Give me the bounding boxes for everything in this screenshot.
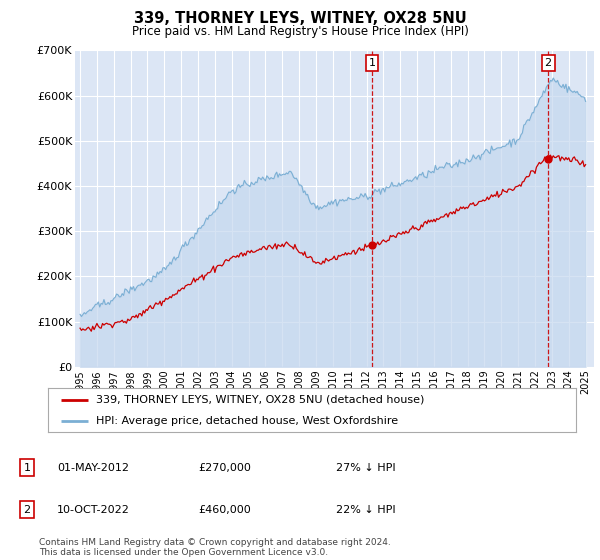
Text: £460,000: £460,000 <box>198 505 251 515</box>
Text: 10-OCT-2022: 10-OCT-2022 <box>57 505 130 515</box>
Text: 2: 2 <box>23 505 31 515</box>
Text: 27% ↓ HPI: 27% ↓ HPI <box>336 463 395 473</box>
Text: Price paid vs. HM Land Registry's House Price Index (HPI): Price paid vs. HM Land Registry's House … <box>131 25 469 38</box>
Text: 2: 2 <box>545 58 552 68</box>
Text: £270,000: £270,000 <box>198 463 251 473</box>
Text: 339, THORNEY LEYS, WITNEY, OX28 5NU: 339, THORNEY LEYS, WITNEY, OX28 5NU <box>134 11 466 26</box>
Text: 22% ↓ HPI: 22% ↓ HPI <box>336 505 395 515</box>
Text: HPI: Average price, detached house, West Oxfordshire: HPI: Average price, detached house, West… <box>95 416 398 426</box>
Text: 1: 1 <box>23 463 31 473</box>
Text: 1: 1 <box>368 58 376 68</box>
Text: 339, THORNEY LEYS, WITNEY, OX28 5NU (detached house): 339, THORNEY LEYS, WITNEY, OX28 5NU (det… <box>95 395 424 405</box>
Text: Contains HM Land Registry data © Crown copyright and database right 2024.
This d: Contains HM Land Registry data © Crown c… <box>39 538 391 557</box>
Text: 01-MAY-2012: 01-MAY-2012 <box>57 463 129 473</box>
